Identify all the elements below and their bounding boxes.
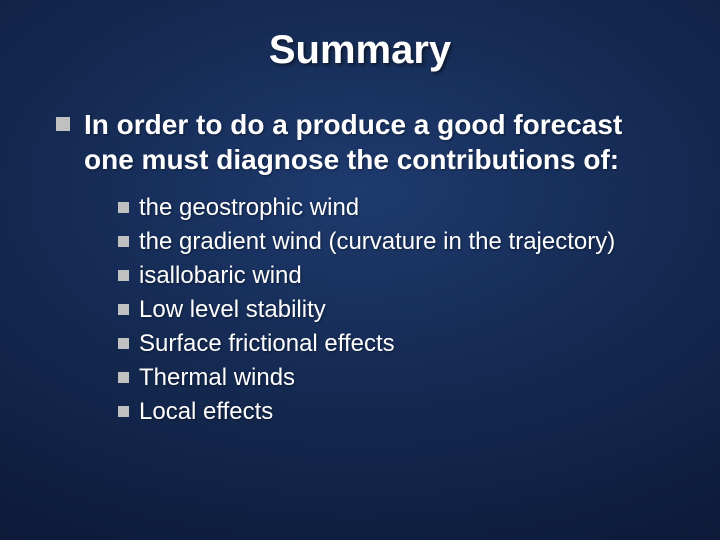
square-bullet-icon: [118, 338, 129, 349]
square-bullet-icon: [118, 406, 129, 417]
sub-point: Surface frictional effects: [118, 329, 672, 359]
main-point: In order to do a produce a good forecast…: [56, 107, 672, 177]
slide-title: Summary: [48, 28, 672, 73]
sub-list: the geostrophic wind the gradient wind (c…: [118, 193, 672, 427]
sub-point: Thermal winds: [118, 363, 672, 393]
sub-point: the gradient wind (curvature in the traj…: [118, 227, 672, 257]
sub-point-text: the geostrophic wind: [139, 193, 359, 223]
sub-point: isallobaric wind: [118, 261, 672, 291]
square-bullet-icon: [118, 304, 129, 315]
sub-point-text: Low level stability: [139, 295, 326, 325]
sub-point: Low level stability: [118, 295, 672, 325]
square-bullet-icon: [118, 236, 129, 247]
sub-point: the geostrophic wind: [118, 193, 672, 223]
main-point-text: In order to do a produce a good forecast…: [84, 107, 672, 177]
sub-point-text: isallobaric wind: [139, 261, 302, 291]
square-bullet-icon: [56, 117, 70, 131]
square-bullet-icon: [118, 202, 129, 213]
sub-point-text: Thermal winds: [139, 363, 295, 393]
sub-point-text: Local effects: [139, 397, 273, 427]
sub-point-text: the gradient wind (curvature in the traj…: [139, 227, 615, 257]
sub-point-text: Surface frictional effects: [139, 329, 395, 359]
sub-point: Local effects: [118, 397, 672, 427]
square-bullet-icon: [118, 372, 129, 383]
square-bullet-icon: [118, 270, 129, 281]
